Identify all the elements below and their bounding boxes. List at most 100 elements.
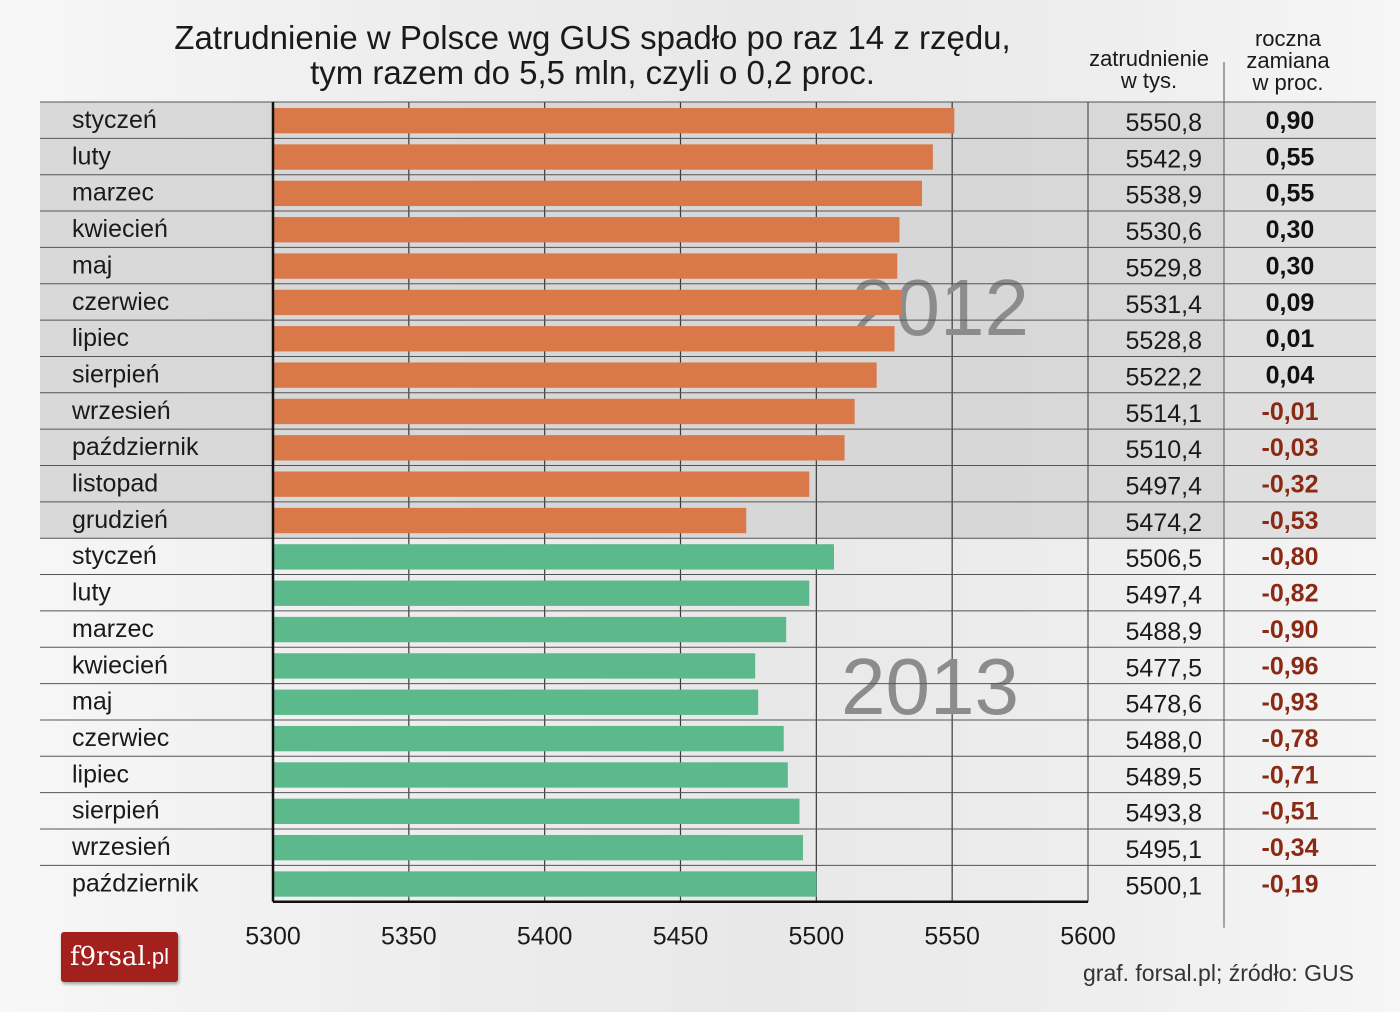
bar <box>274 871 817 897</box>
value-label: 5493,8 <box>1126 800 1202 828</box>
month-label: czerwiec <box>72 724 169 752</box>
bar <box>274 762 788 788</box>
x-tick-label: 5350 <box>381 923 437 951</box>
column-header-employment: zatrudnienie w tys. <box>1078 48 1220 92</box>
value-label: 5531,4 <box>1126 291 1203 319</box>
month-label: styczeń <box>72 106 157 134</box>
month-label: lipiec <box>72 760 129 788</box>
change-label: 0,90 <box>1266 107 1315 135</box>
month-label: maj <box>72 688 112 716</box>
change-label: 0,09 <box>1266 289 1315 317</box>
month-label: kwiecień <box>72 215 168 243</box>
month-label: wrzesień <box>71 397 171 425</box>
month-label: grudzień <box>72 506 168 534</box>
title-line-2: tym razem do 5,5 mln, czyli o 0,2 proc. <box>310 54 875 91</box>
change-label: 0,30 <box>1266 252 1315 280</box>
column-header-change-line-2: zamiana <box>1246 48 1330 73</box>
change-label: -0,80 <box>1262 543 1319 571</box>
x-tick-label: 5300 <box>245 923 301 951</box>
value-label: 5506,5 <box>1126 545 1202 573</box>
change-label: -0,78 <box>1262 725 1319 753</box>
logo-suffix: .pl <box>145 944 169 969</box>
change-label: -0,34 <box>1262 834 1319 862</box>
title-line-1: Zatrudnienie w Polsce wg GUS spadło po r… <box>174 19 1011 56</box>
change-label: -0,53 <box>1262 507 1319 535</box>
value-label: 5474,2 <box>1126 509 1202 537</box>
month-label: październik <box>72 433 199 461</box>
bar <box>274 689 759 715</box>
value-label: 5522,2 <box>1126 363 1202 391</box>
month-label: marzec <box>72 179 154 207</box>
value-label: 5488,9 <box>1126 618 1202 646</box>
x-tick-label: 5600 <box>1060 923 1116 951</box>
change-label: -0,82 <box>1262 580 1319 608</box>
change-label: -0,96 <box>1262 652 1319 680</box>
value-label: 5477,5 <box>1126 654 1202 682</box>
bar <box>274 544 834 570</box>
change-label: 0,01 <box>1266 325 1315 353</box>
month-label: maj <box>72 251 112 279</box>
logo-text: f9rsal <box>69 942 146 972</box>
value-label: 5514,1 <box>1126 400 1202 428</box>
column-header-employment-line-1: zatrudnienie <box>1089 46 1209 71</box>
bar <box>274 398 855 425</box>
chart-title: Zatrudnienie w Polsce wg GUS spadło po r… <box>100 20 1085 90</box>
month-label: październik <box>72 869 199 897</box>
change-label: -0,93 <box>1262 689 1319 717</box>
value-label: 5528,8 <box>1126 327 1202 355</box>
value-label: 5489,5 <box>1126 763 1202 791</box>
source-note: graf. forsal.pl; źródło: GUS <box>1083 960 1354 986</box>
change-label: -0,19 <box>1262 870 1319 898</box>
value-label: 5538,9 <box>1126 182 1202 210</box>
value-label: 5530,6 <box>1126 218 1202 246</box>
x-tick-label: 5500 <box>789 923 845 951</box>
month-label: marzec <box>72 615 154 643</box>
value-label: 5478,6 <box>1126 691 1202 719</box>
value-label: 5495,1 <box>1126 836 1202 864</box>
value-label: 5488,0 <box>1126 727 1202 755</box>
month-label: styczeń <box>72 542 157 570</box>
month-label: sierpień <box>72 360 160 388</box>
change-label: -0,90 <box>1262 616 1319 644</box>
change-label: -0,03 <box>1262 434 1319 462</box>
column-header-change-line-1: roczna <box>1254 26 1322 51</box>
x-tick-label: 5550 <box>924 923 980 951</box>
x-tick-label: 5400 <box>517 923 573 951</box>
month-label: czerwiec <box>72 288 169 316</box>
bar <box>274 507 747 534</box>
bar <box>274 580 810 606</box>
month-label: listopad <box>72 470 158 498</box>
column-header-employment-line-2: w tys. <box>1120 68 1178 93</box>
bar <box>274 326 895 352</box>
bar <box>274 616 787 643</box>
month-label: sierpień <box>72 797 160 825</box>
value-label: 5529,8 <box>1126 254 1202 282</box>
bar <box>274 435 845 461</box>
bar <box>274 471 810 497</box>
forsal-logo: f9rsal .pl <box>61 932 178 982</box>
change-label: 0,55 <box>1266 143 1315 171</box>
value-label: 5497,4 <box>1126 582 1203 610</box>
bar <box>274 289 902 316</box>
bar <box>274 253 898 279</box>
month-label: luty <box>72 579 111 607</box>
change-label: -0,32 <box>1262 471 1319 499</box>
change-label: -0,71 <box>1262 761 1319 789</box>
column-header-change-line-3: w proc. <box>1252 70 1324 95</box>
bar <box>274 180 923 207</box>
x-tick-label: 5450 <box>653 923 709 951</box>
year-label-2013: 2013 <box>841 642 1019 731</box>
bar <box>274 217 900 243</box>
bar <box>274 362 877 388</box>
month-label: wrzesień <box>71 833 171 861</box>
bar <box>274 144 933 170</box>
change-label: 0,55 <box>1266 180 1315 208</box>
change-label: -0,51 <box>1262 798 1319 826</box>
change-label: 0,30 <box>1266 216 1315 244</box>
bar <box>274 835 804 861</box>
change-label: 0,04 <box>1266 361 1315 389</box>
value-label: 5550,8 <box>1126 109 1202 137</box>
bar <box>274 653 756 679</box>
month-label: luty <box>72 142 111 170</box>
